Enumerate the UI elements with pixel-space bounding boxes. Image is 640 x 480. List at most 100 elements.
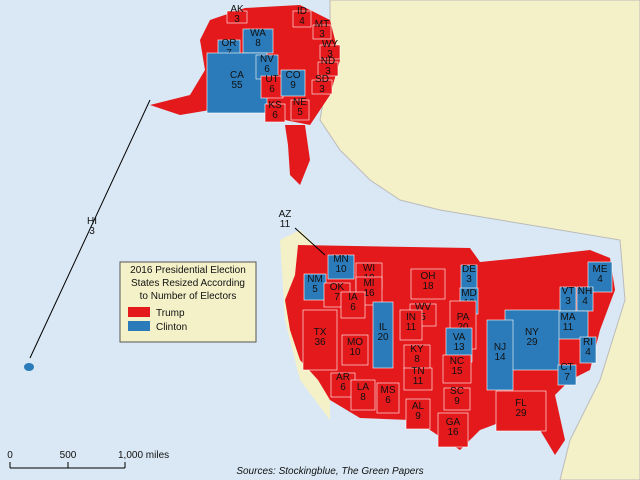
state-region [355, 276, 383, 306]
state-region [280, 69, 306, 97]
state-region [317, 61, 339, 77]
state-region [376, 382, 400, 414]
state-region [405, 398, 431, 430]
state-abbr: WV [415, 302, 431, 313]
state-electors: 36 [314, 337, 326, 348]
state-abbr: NY [525, 327, 539, 338]
state-abbr: UT [265, 74, 278, 85]
state-region [290, 99, 310, 121]
state-region [312, 24, 332, 40]
state-abbr: KY [410, 344, 424, 355]
state-electors: 7 [334, 292, 340, 303]
state-abbr: IL [379, 322, 388, 333]
scale-bar: 0 500 1,000 miles [7, 450, 169, 469]
state-region [504, 309, 560, 371]
state-electors: 3 [466, 274, 472, 285]
state-electors: 3 [565, 296, 571, 307]
state-abbr: FL [515, 398, 527, 409]
state-abbr: WA [250, 28, 266, 39]
state-region [579, 336, 597, 364]
state-region [350, 379, 376, 411]
state-region [437, 412, 469, 448]
state-electors: 20 [457, 322, 469, 333]
state-region [206, 52, 268, 114]
state-electors: 4 [597, 274, 603, 285]
state-abbr: MA [561, 312, 576, 323]
state-region [292, 10, 312, 28]
state-region [410, 268, 446, 300]
state-abbr: SD [315, 74, 329, 85]
legend-swatch [128, 307, 150, 317]
state-region [327, 254, 355, 280]
state-abbr: ME [593, 264, 608, 275]
state-electors: 6 [264, 64, 270, 75]
state-abbr: NJ [494, 342, 506, 353]
state-electors: 3 [319, 29, 325, 40]
state-abbr: MI [363, 278, 374, 289]
state-abbr: PA [457, 312, 470, 323]
state-abbr: AR [336, 372, 350, 383]
state-electors: 15 [451, 366, 463, 377]
state-electors: 10 [349, 347, 361, 358]
state-region [495, 390, 547, 432]
state-abbr: OR [222, 38, 237, 49]
state-region [442, 354, 472, 384]
legend-label: Clinton [156, 322, 187, 333]
state-electors: 6 [340, 382, 346, 393]
state-electors: 7 [564, 372, 570, 383]
state-electors: 6 [269, 84, 275, 95]
state-electors: 5 [312, 284, 318, 295]
state-electors: 10 [335, 264, 347, 275]
state-abbr: CO [286, 70, 301, 81]
state-abbr: LA [357, 382, 370, 393]
state-abbr: AL [412, 401, 425, 412]
state-abbr: NC [450, 356, 464, 367]
state-electors: 9 [415, 411, 421, 422]
state-region [319, 44, 341, 60]
state-abbr: NV [260, 54, 274, 65]
state-electors: 55 [231, 80, 243, 91]
state-electors: 11 [563, 322, 574, 333]
state-electors: 29 [526, 337, 538, 348]
state-region [486, 319, 514, 391]
legend-title: 2016 Presidential Election [130, 265, 246, 276]
state-electors: 5 [420, 312, 426, 323]
state-electors: 3 [319, 84, 325, 95]
az-connector [294, 227, 326, 256]
state-abbr: MS [381, 385, 396, 396]
state-electors: 29 [515, 408, 527, 419]
state-electors: 3 [234, 14, 240, 25]
source: Sources: Stockingblue, The Green Papers [236, 466, 423, 477]
state-region [443, 387, 471, 411]
state-abbr: ND [321, 56, 335, 67]
state-abbr: GA [446, 417, 461, 428]
state-abbr: KS [268, 100, 282, 111]
state-abbr: HI [87, 216, 97, 227]
legend-label: Trump [156, 308, 185, 319]
legend: 2016 Presidential Election States Resize… [119, 261, 257, 343]
legend-swatch [128, 321, 150, 331]
state-abbr: TN [411, 366, 424, 377]
state-region [399, 309, 423, 341]
state-electors: 9 [454, 396, 460, 407]
state-abbr: MO [347, 337, 363, 348]
state-region [340, 291, 366, 319]
coast-strip [285, 125, 310, 185]
state-electors: 11 [406, 322, 417, 333]
hi-connector [29, 99, 151, 359]
state-abbr: RI [583, 337, 593, 348]
state-abbr: VT [562, 286, 575, 297]
state-abbr: WI [363, 263, 375, 274]
land [319, 0, 640, 480]
state-abbr: IN [406, 312, 416, 323]
state-abbr: VA [453, 332, 466, 343]
state-electors: 14 [494, 352, 506, 363]
state-abbr: ID [297, 6, 307, 17]
state-electors: 8 [255, 38, 261, 49]
state-abbr: CA [230, 70, 244, 81]
state-abbr: AZ [279, 209, 292, 220]
state-abbr: OK [330, 282, 345, 293]
state-region [557, 364, 577, 386]
state-electors: 8 [360, 392, 366, 403]
